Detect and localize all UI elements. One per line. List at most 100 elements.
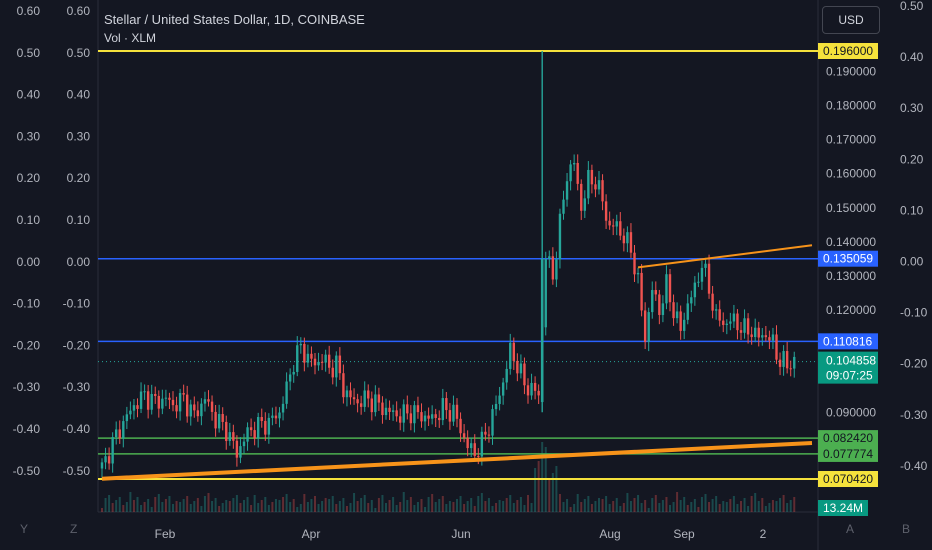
- volume-bar: [324, 498, 327, 512]
- left-outer-tick: 0.50: [17, 46, 41, 60]
- candle-body: [441, 398, 444, 421]
- candle-body: [203, 399, 207, 404]
- candle-body: [718, 309, 721, 321]
- currency-button[interactable]: USD: [822, 6, 880, 34]
- volume-bar: [271, 502, 274, 512]
- candle-body: [328, 354, 331, 368]
- level-badge: [818, 445, 878, 462]
- countdown-label: 09:07:25: [826, 369, 873, 383]
- candle-body: [491, 409, 494, 436]
- left-inner-tick: -0.30: [63, 380, 91, 394]
- candle-body: [239, 446, 242, 458]
- right-outer-tick: 0.10: [900, 203, 924, 217]
- volume-bar: [509, 495, 512, 512]
- volume-bar: [573, 504, 576, 512]
- volume-bar: [523, 505, 526, 512]
- volume-bar: [161, 502, 164, 512]
- last-price-badge: [818, 351, 878, 384]
- volume-bar: [409, 497, 412, 512]
- volume-bar: [257, 503, 260, 512]
- level-badge-label: 0.082420: [823, 431, 873, 445]
- candle-body: [235, 440, 239, 458]
- candle-body: [395, 410, 398, 417]
- volume-bar: [228, 501, 231, 512]
- candle-body: [448, 410, 452, 422]
- candle-body: [452, 404, 455, 422]
- volume-bar: [367, 503, 370, 512]
- candle-body: [228, 432, 231, 442]
- left-outer-tick: 0.60: [17, 4, 41, 18]
- left-outer-tick: 0.40: [17, 88, 41, 102]
- volume-bar: [676, 492, 679, 512]
- candle-body: [462, 433, 466, 438]
- left-outer-tick: 0.30: [17, 129, 41, 143]
- candle-body: [434, 414, 437, 418]
- candle-body: [580, 183, 583, 211]
- candle-body: [661, 303, 665, 315]
- volume-bar: [484, 501, 487, 512]
- candle-body: [583, 198, 586, 211]
- volume-bar: [381, 495, 384, 512]
- volume-bar: [345, 506, 348, 512]
- candle-body: [292, 371, 295, 375]
- volume-bar: [431, 494, 434, 512]
- volume-bar: [566, 499, 569, 512]
- candle-body: [679, 311, 682, 331]
- volume-bar: [338, 501, 341, 512]
- candle-body: [264, 420, 267, 435]
- volume-bar: [353, 493, 356, 512]
- volume-bar: [519, 497, 522, 512]
- candle-body: [427, 415, 430, 419]
- candle-body: [225, 421, 228, 442]
- left-inner-tick: 0.60: [67, 4, 91, 18]
- candle-body: [352, 397, 356, 400]
- volume-bar: [786, 503, 789, 512]
- volume-bar: [612, 501, 615, 512]
- left-outer-tick: 0.10: [17, 213, 41, 227]
- candle-body: [700, 267, 704, 282]
- candle-body: [363, 390, 366, 407]
- volume-bar: [306, 502, 309, 512]
- volume-bar: [331, 496, 334, 512]
- price-tick: 0.180000: [826, 99, 876, 113]
- volume-bar: [754, 493, 757, 512]
- volume-bar: [651, 498, 654, 512]
- candle-body: [115, 429, 118, 438]
- candle-body: [722, 320, 725, 325]
- volume-bar: [317, 504, 320, 512]
- candle-body: [345, 390, 349, 398]
- volume-bar: [793, 497, 796, 512]
- candle-body: [399, 416, 402, 423]
- candle-body: [658, 294, 661, 315]
- volume-bar: [200, 506, 203, 512]
- candle-body: [477, 455, 480, 457]
- volume-bar: [211, 501, 214, 512]
- right-outer-tick: -0.10: [900, 306, 928, 320]
- candle-body: [466, 437, 469, 449]
- candle-body: [629, 232, 633, 253]
- candle-body: [107, 456, 111, 464]
- volume-bar: [175, 501, 178, 512]
- candle-body: [544, 258, 547, 328]
- candle-body: [214, 411, 217, 429]
- volume-bar: [551, 473, 554, 512]
- candle-body: [612, 225, 615, 227]
- volume-bar: [416, 502, 419, 512]
- left-outer-tick: -0.10: [13, 297, 41, 311]
- volume-bar: [615, 498, 618, 512]
- candle-body: [530, 382, 533, 396]
- candle-body: [601, 180, 604, 202]
- volume-bar: [679, 500, 682, 512]
- right-outer-tick: 0.20: [900, 152, 924, 166]
- candle-body: [377, 394, 381, 403]
- candle-body: [125, 414, 129, 422]
- candle-body: [647, 312, 650, 342]
- volume-bar: [654, 495, 657, 512]
- candle-body: [459, 418, 462, 434]
- volume-bar: [235, 495, 238, 512]
- left-inner-tick: -0.50: [63, 464, 91, 478]
- candle-body: [672, 302, 675, 319]
- candle-body: [445, 398, 448, 411]
- volume-bar: [487, 498, 490, 512]
